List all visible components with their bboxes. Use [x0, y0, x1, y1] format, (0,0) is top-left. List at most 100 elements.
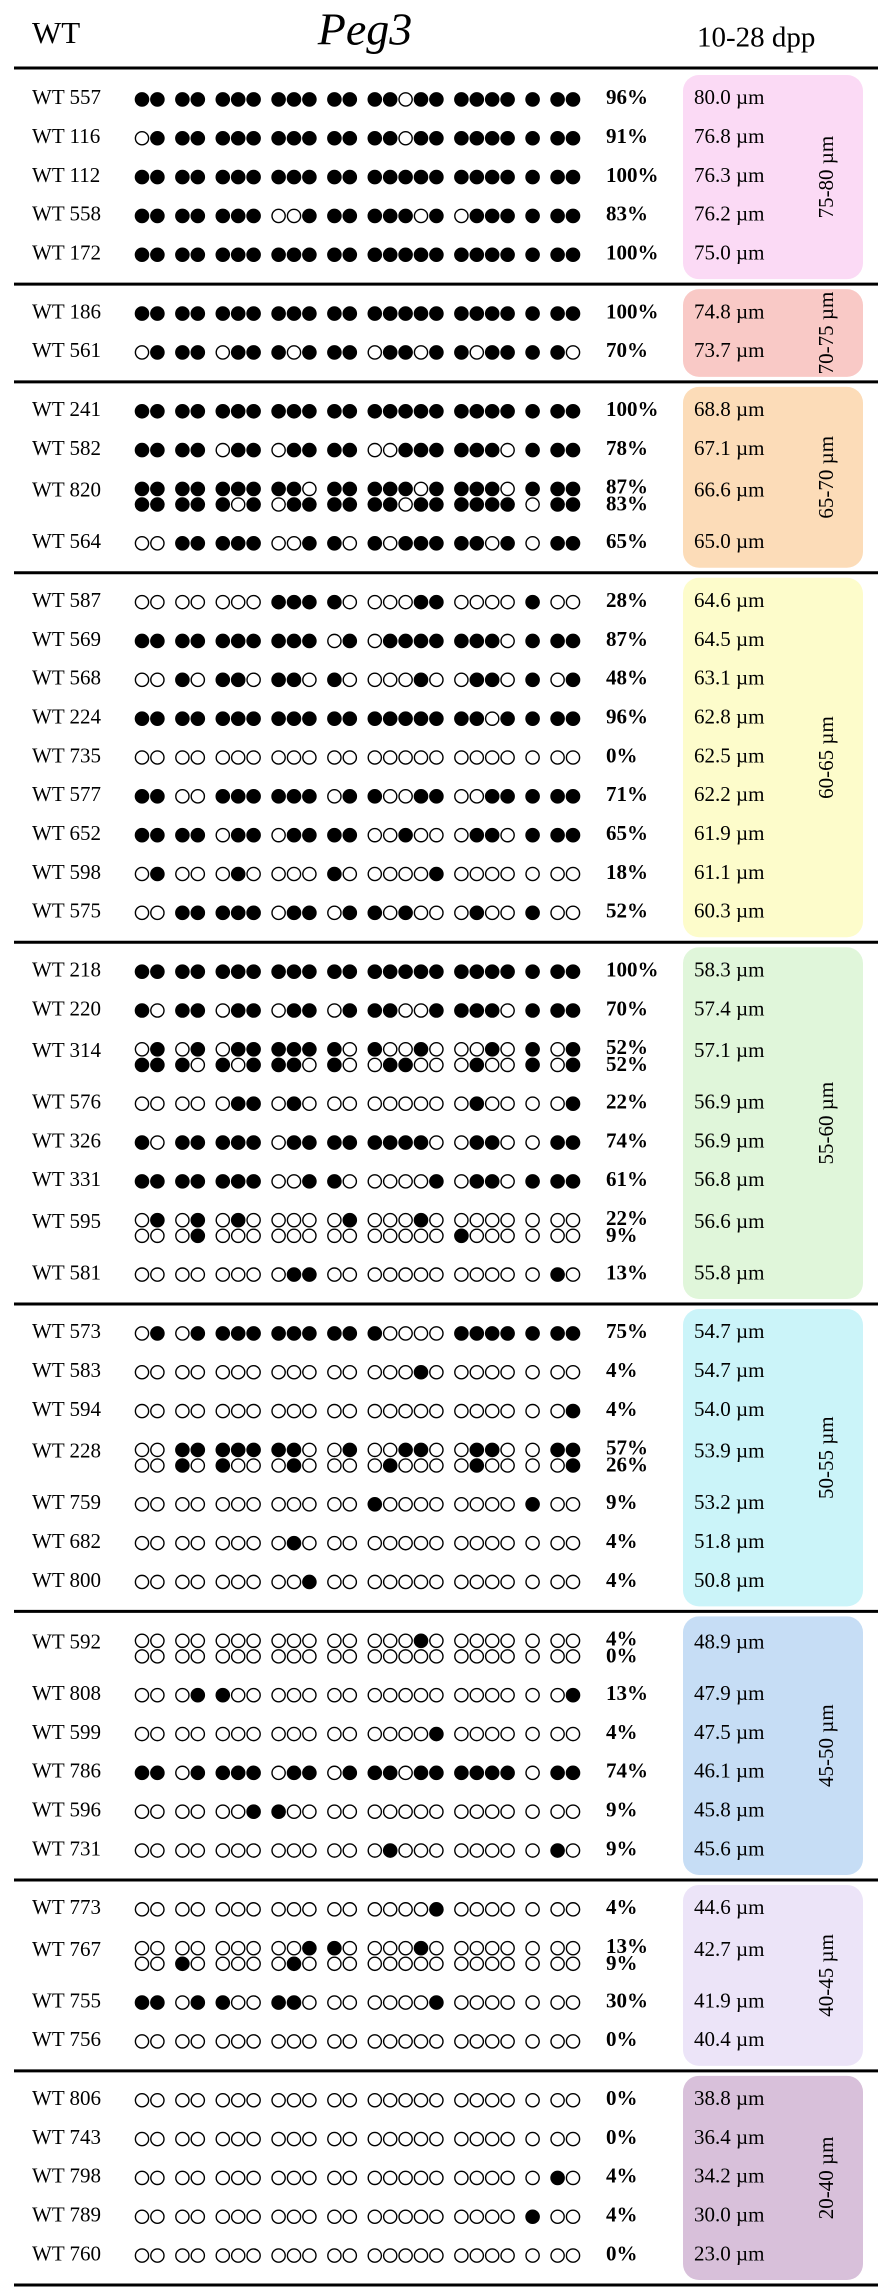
- cpg-methylated: [550, 481, 565, 497]
- cpg-unmethylated: [286, 1633, 302, 1649]
- cpg-unmethylated: [246, 2131, 261, 2147]
- cpg-methylated: [525, 1003, 540, 1018]
- cpg-unmethylated: [327, 633, 342, 649]
- cpg-unmethylated: [246, 2034, 261, 2049]
- cpg-unmethylated: [469, 2170, 485, 2186]
- cpg-methylated: [469, 1458, 485, 1473]
- cpg-unmethylated: [469, 866, 485, 882]
- size-box: [683, 577, 863, 938]
- cpg-unmethylated: [525, 1843, 540, 1858]
- cpg-unmethylated: [342, 1042, 358, 1057]
- cpg-methylated: [500, 403, 515, 419]
- cpg-unmethylated: [342, 1497, 358, 1512]
- cpg-unmethylated: [327, 750, 342, 765]
- cpg-unmethylated: [565, 1574, 581, 1590]
- cpg-methylated: [500, 1765, 515, 1781]
- cpg-methylated: [550, 92, 565, 107]
- cpg-unmethylated: [342, 2170, 358, 2186]
- cpg-methylated: [190, 208, 206, 224]
- cpg-methylated: [215, 789, 231, 804]
- cpg-methylated: [469, 1326, 485, 1341]
- cpg-unmethylated: [398, 1267, 413, 1282]
- cpg-methylated: [246, 497, 261, 512]
- cpg-methylated: [454, 1765, 469, 1781]
- cpg-methylated: [271, 964, 286, 979]
- cpg-unmethylated: [230, 1633, 246, 1649]
- cpg-methylated: [246, 827, 261, 843]
- cpg-methylated: [286, 1096, 302, 1112]
- cpg-methylated: [134, 789, 150, 804]
- cpg-methylated: [413, 1442, 429, 1458]
- cpg-methylated: [429, 130, 444, 146]
- cpg-methylated: [246, 1135, 261, 1150]
- cpg-methylated: [429, 345, 444, 360]
- cpg-methylated: [565, 497, 581, 512]
- cpg-methylated: [246, 1096, 261, 1112]
- cpg-unmethylated: [286, 2209, 302, 2225]
- cpg-methylated: [175, 497, 190, 512]
- cpg-unmethylated: [454, 594, 469, 610]
- cpg-methylated: [150, 1326, 165, 1341]
- cpg-methylated: [302, 208, 317, 224]
- size-range-label: 50-55 µm: [814, 1416, 838, 1499]
- cpg-unmethylated: [190, 2092, 206, 2108]
- cpg-unmethylated: [367, 1956, 383, 1972]
- methylation-percent: 87%: [606, 627, 648, 651]
- cpg-methylated: [286, 497, 302, 512]
- sample-id: WT 808: [32, 1681, 101, 1705]
- cpg-methylated: [215, 711, 231, 726]
- oocyte-size: 65.0 µm: [694, 529, 764, 553]
- sample-id: WT 806: [32, 2086, 101, 2110]
- cpg-methylated: [190, 1228, 206, 1244]
- cpg-unmethylated: [175, 1212, 190, 1228]
- cpg-unmethylated: [382, 1212, 398, 1228]
- cpg-unmethylated: [413, 2209, 429, 2225]
- cpg-methylated: [246, 247, 261, 263]
- cpg-methylated: [327, 306, 342, 321]
- cpg-unmethylated: [382, 1902, 398, 1917]
- cpg-methylated: [190, 403, 206, 419]
- cpg-unmethylated: [525, 497, 540, 512]
- cpg-unmethylated: [327, 1003, 342, 1018]
- cpg-unmethylated: [469, 1042, 485, 1057]
- cpg-methylated: [550, 497, 565, 512]
- cpg-unmethylated: [215, 442, 231, 458]
- cpg-unmethylated: [175, 1940, 190, 1956]
- size-range-label: 70-75 µm: [814, 292, 838, 375]
- cpg-methylated: [286, 130, 302, 146]
- cpg-methylated: [429, 208, 444, 224]
- cpg-unmethylated: [150, 2248, 165, 2263]
- cpg-methylated: [215, 247, 231, 263]
- cpg-unmethylated: [525, 1135, 540, 1150]
- cpg-unmethylated: [500, 2034, 515, 2049]
- cpg-methylated: [429, 536, 444, 551]
- cpg-methylated: [429, 1995, 444, 2010]
- cpg-methylated: [484, 92, 500, 107]
- cpg-unmethylated: [398, 1765, 413, 1781]
- oocyte-size: 61.1 µm: [694, 860, 764, 884]
- cpg-unmethylated: [500, 1956, 515, 1972]
- cpg-unmethylated: [454, 1135, 469, 1150]
- cpg-unmethylated: [215, 750, 231, 765]
- cpg-unmethylated: [215, 1804, 231, 1819]
- cpg-unmethylated: [413, 1228, 429, 1244]
- cpg-unmethylated: [429, 1212, 444, 1228]
- cpg-unmethylated: [134, 1042, 150, 1057]
- cpg-unmethylated: [565, 1843, 581, 1858]
- cpg-unmethylated: [565, 2034, 581, 2049]
- cpg-unmethylated: [230, 1574, 246, 1590]
- cpg-unmethylated: [134, 1535, 150, 1551]
- cpg-methylated: [550, 1442, 565, 1458]
- cpg-unmethylated: [398, 1403, 413, 1419]
- cpg-unmethylated: [398, 1497, 413, 1512]
- cpg-methylated: [175, 306, 190, 321]
- cpg-methylated: [550, 208, 565, 224]
- cpg-methylated: [525, 442, 540, 458]
- cpg-unmethylated: [525, 1442, 540, 1458]
- oocyte-size: 56.8 µm: [694, 1167, 764, 1191]
- cpg-unmethylated: [215, 1535, 231, 1551]
- cpg-unmethylated: [215, 1843, 231, 1858]
- cpg-methylated: [413, 92, 429, 107]
- size-range-label: 55-60 µm: [814, 1082, 838, 1165]
- cpg-methylated: [230, 1096, 246, 1112]
